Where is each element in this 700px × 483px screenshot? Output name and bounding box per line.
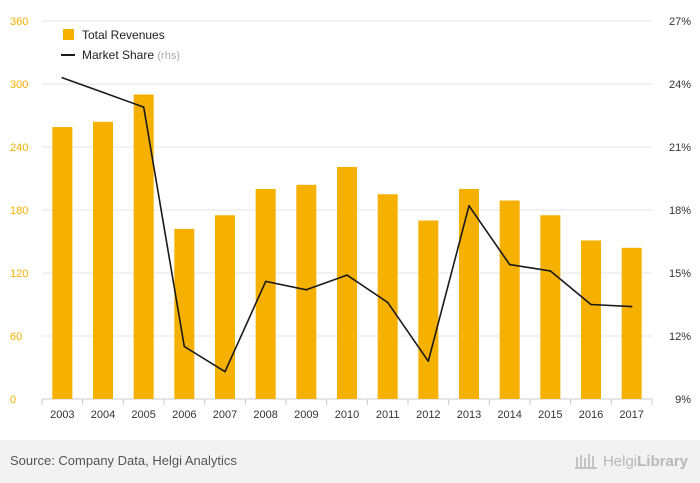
point-market-share [264, 280, 267, 283]
right-tick-label: 24% [669, 79, 691, 91]
point-market-share [61, 76, 64, 79]
bar-total-revenues [52, 127, 73, 400]
bar-total-revenues [418, 220, 439, 399]
point-market-share [346, 274, 348, 276]
legend-swatch-total-revenues [63, 29, 74, 40]
bar-total-revenues [459, 189, 479, 399]
bar-total-revenues [377, 194, 398, 399]
right-tick-label: 12% [669, 331, 691, 343]
left-tick-label: 120 [10, 268, 28, 280]
legend-label-market-share: Market Share (rhs) [82, 48, 180, 62]
x-tick-label: 2015 [538, 409, 562, 421]
x-tick-label: 2013 [457, 409, 481, 421]
source-note: Source: Company Data, Helgi Analytics [10, 453, 237, 468]
bar-total-revenues [540, 215, 561, 399]
x-tick-label: 2004 [91, 409, 115, 421]
legend-rhs-note: (rhs) [157, 50, 180, 62]
point-market-share [142, 106, 145, 108]
x-tick-label: 2009 [294, 409, 318, 421]
footer: Source: Company Data, Helgi Analytics He… [0, 440, 700, 483]
point-market-share [305, 289, 308, 291]
bar-total-revenues [93, 121, 113, 400]
x-tick-label: 2007 [213, 409, 237, 421]
point-market-share [508, 263, 511, 266]
logo-text-library: Library [637, 452, 688, 470]
right-tick-label: 27% [669, 16, 691, 28]
point-market-share [183, 345, 186, 348]
left-tick-label: 300 [10, 79, 28, 91]
bar-total-revenues [215, 215, 235, 399]
left-tick-label: 180 [10, 205, 28, 217]
x-tick-label: 2014 [497, 409, 521, 421]
point-market-share [386, 301, 389, 304]
x-tick-label: 2003 [50, 409, 74, 421]
left-tick-label: 60 [10, 331, 22, 343]
bar-total-revenues [499, 200, 520, 399]
x-tick-label: 2008 [253, 409, 277, 421]
point-market-share [630, 305, 633, 308]
point-market-share [102, 91, 104, 94]
x-tick-label: 2010 [335, 409, 359, 421]
left-tick-label: 360 [10, 16, 28, 28]
right-tick-label: 21% [669, 142, 691, 154]
x-tick-label: 2005 [131, 409, 155, 421]
right-tick-label: 9% [675, 394, 691, 406]
x-tick-label: 2011 [376, 409, 400, 421]
point-market-share [590, 303, 592, 306]
x-tick-label: 2016 [579, 409, 603, 421]
legend-label-total-revenues: Total Revenues [82, 28, 165, 42]
x-tick-label: 2017 [619, 409, 643, 421]
left-tick-label: 240 [10, 142, 28, 154]
chart: 0 60 120 180 240 300 360 9% 12% 15% 18% 21% 24% 27% 20… [10, 16, 691, 421]
point-market-share [468, 205, 470, 207]
right-tick-label: 18% [669, 205, 691, 217]
bar-total-revenues [255, 189, 276, 399]
x-tick-label: 2006 [172, 409, 196, 421]
logo-text-helgi: Helgi [602, 452, 638, 470]
point-market-share [427, 360, 430, 363]
helgi-library-logo: Helgi Library [574, 450, 688, 472]
bar-total-revenues [174, 228, 195, 399]
bar-total-revenues [296, 184, 317, 399]
x-tick-label: 2012 [416, 409, 440, 421]
point-market-share [549, 270, 552, 272]
library-icon [574, 454, 597, 469]
right-tick-label: 15% [669, 268, 691, 280]
bar-total-revenues [133, 94, 154, 399]
point-market-share [224, 370, 226, 373]
bar-total-revenues [337, 166, 357, 399]
left-tick-label: 0 [10, 394, 16, 406]
bar-total-revenues [621, 247, 642, 399]
bar-total-revenues [581, 240, 601, 399]
